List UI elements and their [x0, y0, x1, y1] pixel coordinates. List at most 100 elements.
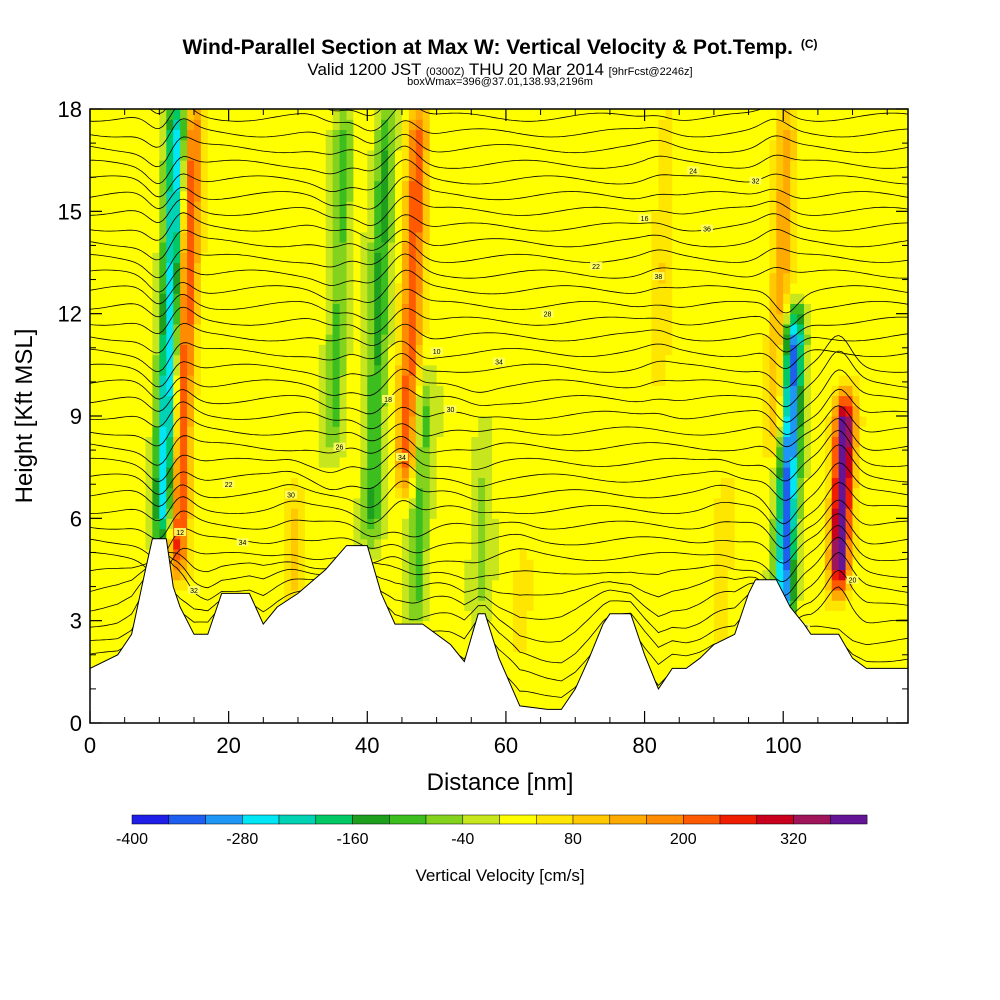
velocity-cell	[200, 334, 209, 345]
velocity-cell	[651, 661, 659, 673]
velocity-cell	[304, 211, 313, 223]
velocity-cell	[630, 559, 639, 571]
velocity-cell	[450, 487, 458, 499]
velocity-cell	[464, 221, 472, 233]
velocity-cell	[408, 579, 417, 591]
velocity-cell	[401, 467, 410, 478]
velocity-cell	[616, 549, 625, 560]
velocity-cell	[637, 364, 646, 376]
velocity-cell	[381, 109, 389, 120]
velocity-cell	[533, 231, 542, 243]
velocity-cell	[408, 610, 417, 622]
velocity-cell	[499, 559, 507, 571]
velocity-cell	[554, 375, 562, 386]
velocity-cell	[429, 426, 438, 437]
velocity-cell	[173, 313, 181, 325]
velocity-cell	[124, 528, 133, 540]
velocity-cell	[339, 272, 348, 284]
velocity-cell	[228, 252, 237, 264]
velocity-cell	[194, 497, 202, 509]
velocity-cell	[325, 385, 334, 397]
velocity-cell	[457, 293, 465, 304]
velocity-cell	[353, 129, 361, 141]
velocity-cell	[117, 487, 126, 499]
velocity-cell	[256, 508, 264, 519]
velocity-cell	[298, 262, 306, 274]
velocity-cell	[200, 385, 209, 397]
velocity-cell	[415, 313, 424, 325]
velocity-cell	[540, 364, 549, 376]
velocity-cell	[221, 119, 230, 130]
velocity-cell	[582, 579, 590, 591]
velocity-cell	[311, 446, 320, 458]
velocity-cell	[304, 242, 313, 253]
velocity-cell	[221, 375, 230, 386]
velocity-cell	[526, 416, 535, 427]
velocity-cell	[623, 119, 632, 130]
velocity-cell	[298, 436, 306, 448]
velocity-cell	[138, 231, 146, 243]
velocity-cell	[616, 364, 625, 376]
velocity-cell	[415, 160, 424, 171]
velocity-cell	[353, 477, 361, 489]
velocity-cell	[242, 334, 250, 345]
velocity-cell	[422, 446, 431, 458]
velocity-cell	[533, 467, 542, 478]
velocity-cell	[103, 508, 112, 519]
velocity-cell	[609, 436, 618, 448]
velocity-cell	[325, 109, 334, 120]
velocity-cell	[644, 630, 653, 642]
velocity-cell	[478, 497, 486, 509]
velocity-cell	[582, 456, 590, 468]
velocity-cell	[429, 119, 438, 130]
velocity-cell	[512, 446, 521, 458]
velocity-cell	[367, 416, 375, 427]
velocity-cell	[270, 139, 278, 151]
velocity-cell	[512, 405, 521, 417]
velocity-cell	[159, 364, 167, 376]
copyright-mark: (C)	[800, 37, 818, 51]
velocity-cell	[166, 109, 174, 120]
velocity-cell	[519, 313, 528, 325]
velocity-cell	[270, 549, 278, 560]
velocity-cell	[547, 119, 555, 130]
velocity-cell	[360, 426, 368, 437]
velocity-cell	[90, 323, 98, 335]
velocity-cell	[603, 303, 611, 315]
velocity-cell	[235, 559, 244, 571]
velocity-cell	[166, 354, 174, 366]
velocity-cell	[415, 549, 424, 560]
velocity-cell	[96, 426, 105, 437]
velocity-cell	[311, 395, 320, 407]
velocity-cell	[554, 569, 562, 581]
velocity-cell	[96, 641, 105, 652]
velocity-cell	[471, 344, 479, 356]
velocity-cell	[395, 272, 403, 284]
velocity-cell	[554, 610, 562, 622]
velocity-cell	[512, 436, 521, 448]
velocity-cell	[582, 446, 590, 458]
velocity-cell	[381, 579, 389, 591]
velocity-cell	[194, 467, 202, 478]
velocity-cell	[644, 109, 653, 120]
velocity-cell	[478, 242, 486, 253]
velocity-cell	[145, 528, 153, 540]
velocity-cell	[561, 252, 569, 264]
velocity-cell	[603, 129, 611, 141]
velocity-cell	[110, 375, 119, 386]
velocity-cell	[339, 190, 348, 202]
velocity-cell	[457, 497, 465, 509]
velocity-cell	[187, 590, 195, 601]
velocity-cell	[242, 549, 250, 560]
velocity-cell	[173, 354, 181, 366]
velocity-cell	[96, 272, 105, 284]
velocity-cell	[277, 446, 285, 458]
velocity-cell	[471, 119, 479, 130]
velocity-cell	[429, 436, 438, 448]
velocity-cell	[388, 160, 396, 171]
velocity-cell	[519, 119, 528, 130]
velocity-cell	[96, 446, 105, 458]
velocity-cell	[609, 477, 618, 489]
velocity-cell	[651, 129, 659, 141]
velocity-cell	[436, 477, 445, 489]
